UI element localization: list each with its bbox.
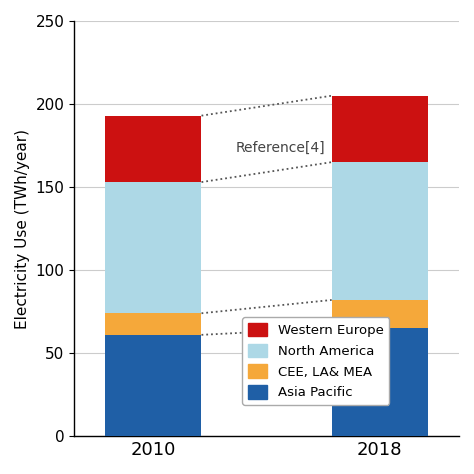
- Bar: [332, 162, 428, 300]
- Text: Reference[4]: Reference[4]: [236, 141, 326, 155]
- Legend: Western Europe, North America, CEE, LA& MEA, Asia Pacific: Western Europe, North America, CEE, LA& …: [242, 318, 389, 405]
- Bar: [332, 328, 428, 436]
- Bar: [332, 300, 428, 328]
- Bar: [105, 182, 201, 313]
- Bar: [332, 96, 428, 162]
- Bar: [105, 116, 201, 182]
- Bar: [105, 335, 201, 436]
- Y-axis label: Electricity Use (TWh/year): Electricity Use (TWh/year): [15, 128, 30, 328]
- Bar: [105, 313, 201, 335]
